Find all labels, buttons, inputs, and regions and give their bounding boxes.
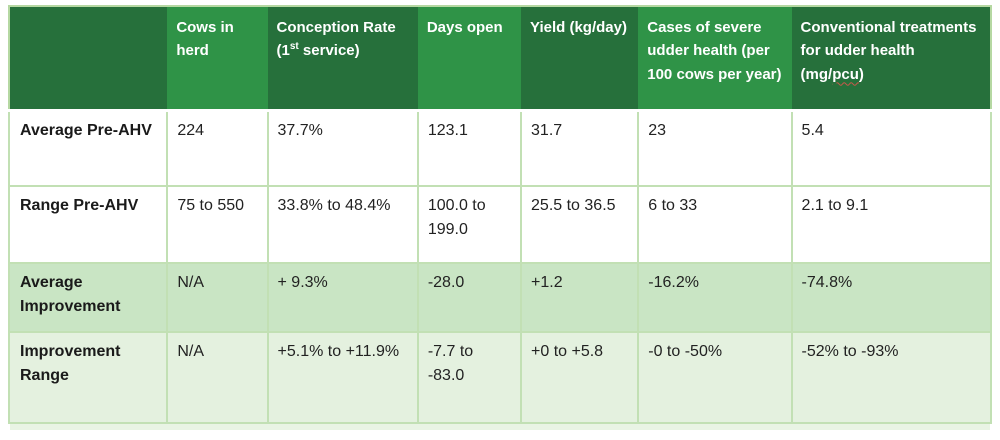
header-conventional-pre: Conventional treatments for udder health… — [800, 19, 977, 83]
table-row-average-improvement: Average Improvement N/A + 9.3% -28.0 +1.… — [7, 262, 993, 333]
cell-avg-imp-days-open: -28.0 — [416, 262, 523, 333]
header-conventional-post: ) — [858, 65, 864, 83]
cell-range-pre-treatments: 2.1 to 9.1 — [790, 185, 993, 264]
table-header-row: Cows in herd Conception Rate (1st servic… — [9, 6, 991, 112]
header-conception-superscript: st — [289, 41, 299, 53]
cell-imp-range-days-open: -7.7 to -83.0 — [416, 331, 523, 424]
header-conventional-pcu-misspelled: pcu — [832, 65, 859, 83]
cell-range-pre-conception: 33.8% to 48.4% — [266, 185, 419, 264]
table-row-average-pre-ahv: Average Pre-AHV 224 37.7% 123.1 31.7 23 … — [7, 109, 993, 187]
header-cell-empty — [9, 6, 168, 112]
cell-imp-range-yield: +0 to +5.8 — [520, 331, 640, 424]
row-label-average-improvement: Average Improvement — [7, 262, 169, 333]
cell-imp-range-udder-cases: -0 to -50% — [637, 331, 793, 424]
header-cell-conception-rate: Conception Rate (1st service) — [267, 6, 418, 112]
cell-avg-pre-cows: 224 — [166, 109, 269, 187]
cell-imp-range-conception: +5.1% to +11.9% — [266, 331, 419, 424]
cell-imp-range-treatments: -52% to -93% — [790, 331, 993, 424]
header-cell-cows-in-herd: Cows in herd — [167, 6, 268, 112]
cell-avg-imp-conception: + 9.3% — [266, 262, 419, 333]
header-cell-conventional-treatments: Conventional treatments for udder health… — [791, 6, 991, 112]
cell-imp-range-cows: N/A — [166, 331, 269, 424]
dairy-results-table: Cows in herd Conception Rate (1st servic… — [7, 5, 993, 424]
table-row-range-pre-ahv: Range Pre-AHV 75 to 550 33.8% to 48.4% 1… — [7, 185, 993, 264]
header-days-open-label: Days open — [426, 19, 503, 36]
cell-range-pre-yield: 25.5 to 36.5 — [520, 185, 640, 264]
cell-avg-pre-conception: 37.7% — [266, 109, 419, 187]
header-conception-pre: Conception Rate (1 — [276, 19, 396, 60]
cell-avg-pre-treatments: 5.4 — [790, 109, 993, 187]
header-udder-cases-label: Cases of severe udder health (per 100 co… — [647, 19, 782, 83]
cell-range-pre-udder-cases: 6 to 33 — [637, 185, 793, 264]
results-table-container: Cows in herd Conception Rate (1st servic… — [7, 5, 993, 430]
header-cell-days-open: Days open — [417, 6, 522, 112]
cell-avg-imp-treatments: -74.8% — [790, 262, 993, 333]
cell-range-pre-cows: 75 to 550 — [166, 185, 269, 264]
cell-avg-pre-days-open: 123.1 — [416, 109, 523, 187]
cell-range-pre-days-open: 100.0 to 199.0 — [416, 185, 523, 264]
header-conception-post: service) — [298, 42, 360, 60]
header-cell-udder-health-cases: Cases of severe udder health (per 100 co… — [638, 6, 792, 112]
cell-avg-imp-cows: N/A — [166, 262, 269, 333]
row-label-average-pre-ahv: Average Pre-AHV — [7, 109, 169, 187]
cell-avg-imp-yield: +1.2 — [520, 262, 640, 333]
header-cell-yield: Yield (kg/day) — [521, 6, 639, 112]
row-label-improvement-range: Improvement Range — [7, 331, 169, 424]
cell-avg-imp-udder-cases: -16.2% — [637, 262, 793, 333]
header-yield-label: Yield (kg/day) — [530, 19, 627, 36]
table-bottom-shadow — [10, 424, 990, 430]
row-label-range-pre-ahv: Range Pre-AHV — [7, 185, 169, 264]
cell-avg-pre-udder-cases: 23 — [637, 109, 793, 187]
cell-avg-pre-yield: 31.7 — [520, 109, 640, 187]
table-row-improvement-range: Improvement Range N/A +5.1% to +11.9% -7… — [7, 331, 993, 424]
header-cows-label: Cows in herd — [176, 19, 234, 60]
